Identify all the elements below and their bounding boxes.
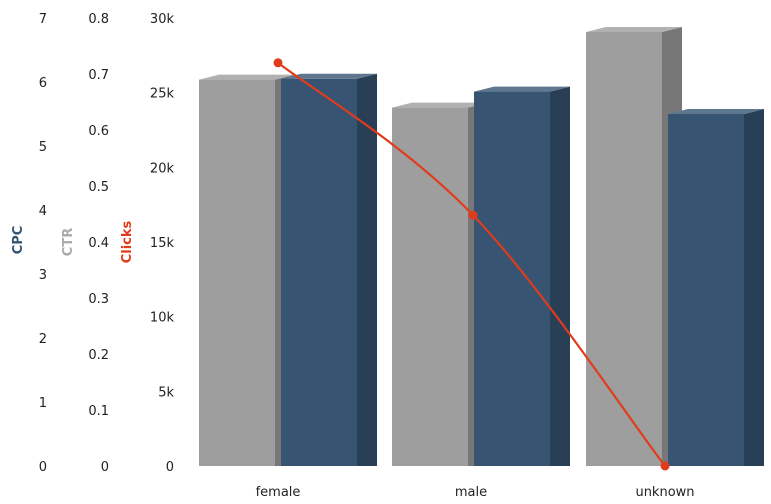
cpc-bar — [281, 73, 377, 467]
cpc-axis-title: CPC — [11, 226, 26, 255]
cpc-tick-label: 1 — [39, 396, 47, 411]
bars — [199, 27, 764, 467]
ctr-bar — [586, 27, 682, 466]
clicks-tick-label: 0 — [166, 460, 174, 475]
cpc-tick-label: 2 — [39, 332, 47, 347]
ctr-tick-label: 0.7 — [88, 68, 109, 83]
ctr-tick-label: 0.6 — [88, 124, 109, 139]
ctr-axis-title: CTR — [61, 228, 76, 256]
clicks-line-layer — [273, 58, 670, 471]
ctr-axis: 0 0.1 0.2 0.3 0.4 0.5 0.6 0.7 0.8 — [88, 12, 109, 475]
ctr-tick-label: 0.5 — [88, 180, 109, 195]
ctr-tick-label: 0.2 — [88, 348, 109, 363]
ctr-tick-label: 0.4 — [88, 236, 109, 251]
ctr-tick-label: 0.1 — [88, 404, 109, 419]
ctr-bar — [392, 102, 488, 466]
ctr-tick-label: 0 — [101, 460, 109, 475]
clicks-point — [273, 58, 283, 68]
clicks-axis: 0 5k 10k 15k 20k 25k 30k — [150, 12, 175, 475]
clicks-axis-title: Clicks — [120, 220, 135, 263]
cpc-tick-label: 4 — [39, 204, 47, 219]
ctr-tick-label: 0.8 — [88, 12, 109, 27]
ctr-tick-label: 0.3 — [88, 292, 109, 307]
cpc-tick-label: 5 — [39, 140, 47, 155]
clicks-tick-label: 10k — [150, 311, 175, 326]
clicks-tick-label: 5k — [158, 385, 174, 400]
clicks-point — [660, 461, 670, 471]
cpc-tick-label: 3 — [39, 268, 47, 283]
cpc-axis: 0 1 2 3 4 5 6 7 — [39, 12, 47, 475]
clicks-tick-label: 15k — [150, 236, 175, 251]
cpc-tick-label: 6 — [39, 76, 47, 91]
cpc-tick-label: 7 — [39, 12, 47, 27]
category-label: unknown — [635, 485, 694, 500]
clicks-point — [468, 210, 478, 220]
category-label: female — [256, 485, 301, 500]
cpc-tick-label: 0 — [39, 460, 47, 475]
ctr-bar — [199, 74, 295, 466]
cpc-bar — [474, 86, 570, 466]
clicks-tick-label: 20k — [150, 161, 175, 176]
category-labels: female male unknown — [256, 485, 695, 500]
category-label: male — [455, 485, 487, 500]
clicks-tick-label: 25k — [150, 87, 175, 102]
clicks-tick-label: 30k — [150, 12, 175, 27]
cpc-bar — [668, 109, 764, 466]
